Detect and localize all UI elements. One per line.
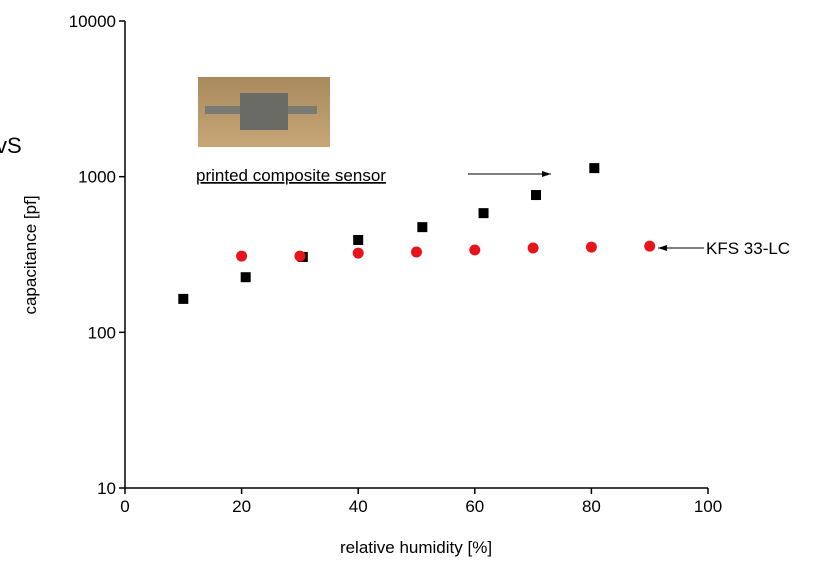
data-point [589,163,600,174]
y-axis-label: capacitance [pf] [21,195,40,314]
data-point [352,247,364,259]
data-point [240,272,251,283]
data-point [527,242,539,254]
data-point [469,244,481,256]
series-annotation: printed composite sensor [196,166,386,185]
y-tick-label: 10 [97,479,116,498]
x-tick-label: 100 [694,497,722,516]
data-point [644,240,656,252]
data-point [417,222,428,233]
data-point [236,250,248,262]
y-tick-label: 1000 [78,168,116,187]
data-point [478,208,489,219]
x-axis-label: relative humidity [%] [340,538,492,557]
x-tick-label: 80 [582,497,601,516]
sensor-photo [198,77,330,147]
data-point [585,241,597,253]
series-annotation: KFS 33-LC [706,239,790,258]
data-point [411,246,422,258]
data-point [353,234,364,245]
x-tick-label: 60 [465,497,484,516]
x-tick-label: 0 [120,497,129,516]
y-tick-label: 10000 [69,12,116,31]
x-tick-label: 40 [349,497,368,516]
data-point [531,190,542,201]
side-text: vS [0,133,22,158]
x-tick-label: 20 [232,497,251,516]
y-tick-label: 100 [88,323,116,342]
data-point [178,293,189,304]
data-point [294,250,306,262]
